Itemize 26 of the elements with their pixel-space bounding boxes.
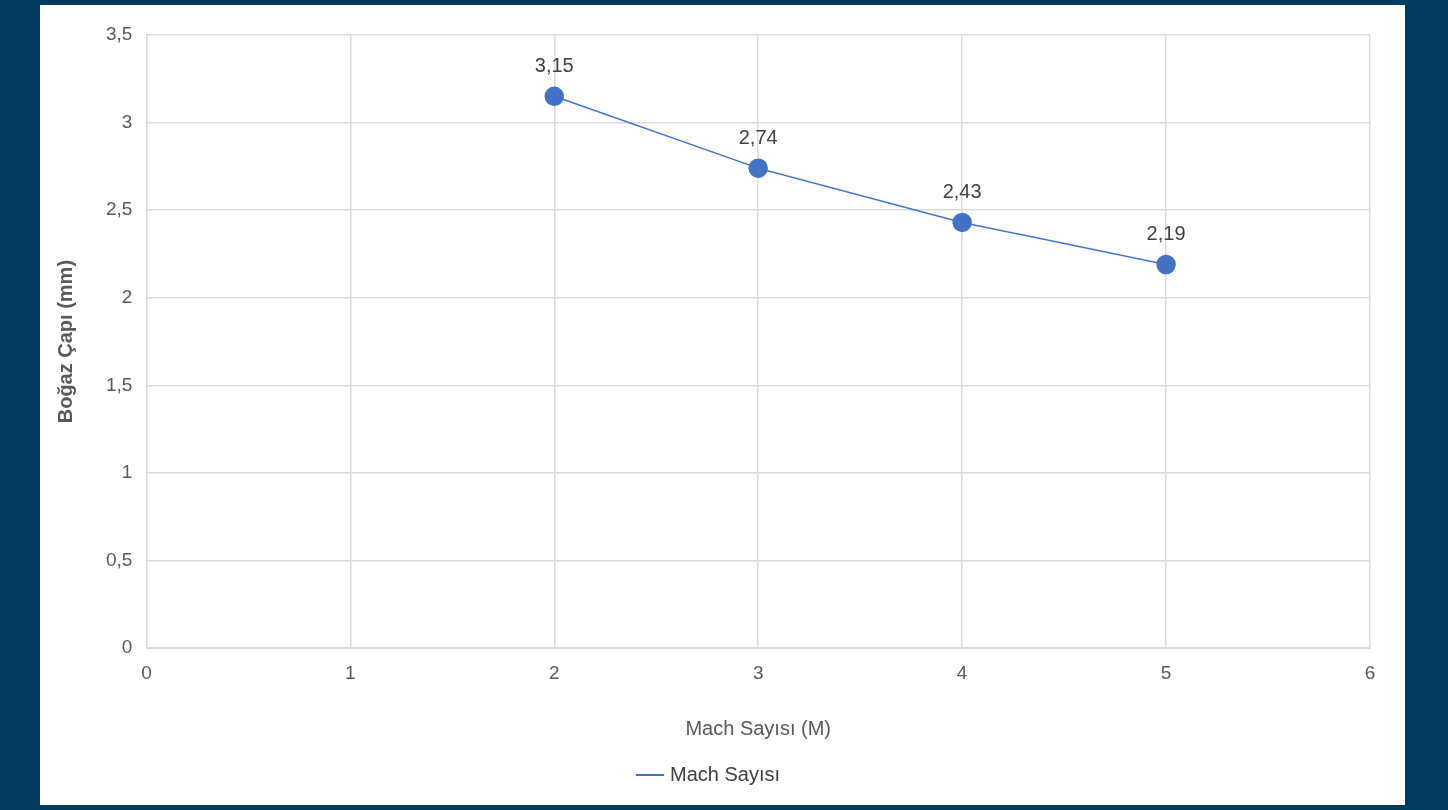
y-tick-label: 2 [121, 286, 133, 308]
data-label: 2,74 [738, 125, 778, 148]
x-tick-label: 4 [956, 661, 968, 683]
y-axis-title: Boğaz Çapı (mm) [53, 259, 76, 424]
x-tick-label: 3 [752, 661, 764, 683]
legend-label: Mach Sayısı [669, 762, 781, 785]
point [952, 212, 972, 233]
x-tick-label: 5 [1160, 661, 1172, 683]
data-label: 3,15 [534, 53, 574, 76]
y-tick-label: 0 [121, 636, 133, 658]
point [1156, 254, 1176, 275]
x-tick-label: 6 [1364, 661, 1376, 683]
point [544, 86, 565, 107]
y-tick-label: 3 [121, 110, 133, 132]
x-tick-label: 2 [548, 661, 560, 683]
y-tick-label: 2,5 [105, 198, 133, 220]
x-tick-label: 1 [345, 661, 356, 683]
x-tick-label: 0 [141, 661, 152, 683]
point [748, 158, 768, 178]
y-tick-label: 3,5 [105, 23, 133, 45]
y-tick-label: 1,5 [105, 373, 133, 395]
y-tick-label: 1 [121, 461, 133, 483]
data-label: 2,19 [1146, 222, 1186, 245]
x-axis-title: Mach Sayısı (M) [685, 716, 831, 739]
y-tick-label: 0,5 [105, 548, 133, 570]
data-label: 2,43 [942, 179, 982, 202]
